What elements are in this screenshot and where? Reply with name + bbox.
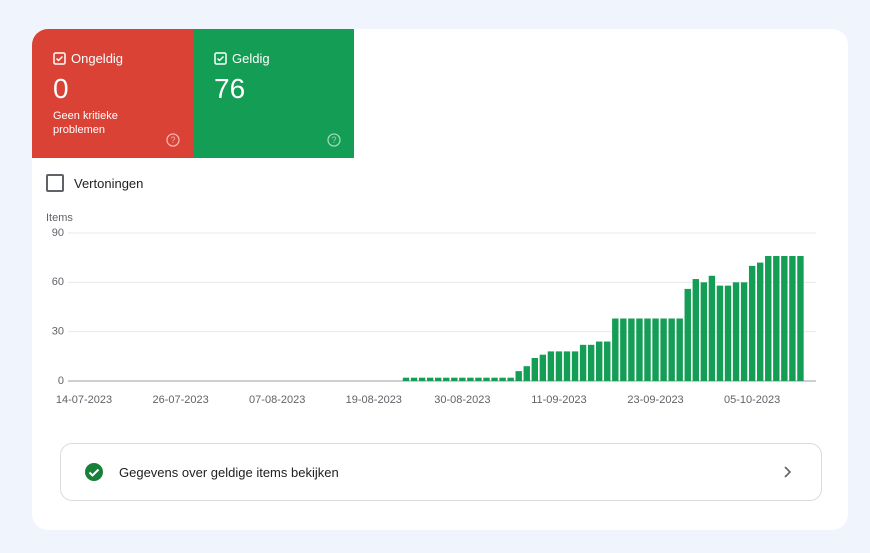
chevron [784, 466, 792, 478]
label: Ongeldig [71, 51, 124, 66]
y-tick-label: 0 [58, 375, 64, 387]
bar [547, 351, 555, 381]
count: 76 [214, 73, 246, 104]
bar [418, 377, 426, 381]
x-tick-label: 11-09-2023 [531, 394, 586, 406]
checkbox-label: Vertoningen [74, 175, 144, 191]
bar [563, 351, 571, 381]
details-button[interactable]: Gegevens over geldige items bekijken [60, 443, 822, 501]
bar [708, 275, 716, 381]
bar [757, 262, 764, 381]
help-icon[interactable]: ? [166, 133, 180, 147]
bar [587, 344, 595, 381]
bar [435, 377, 442, 381]
bar [571, 351, 579, 381]
x-tick-label: 14-07-2023 [56, 394, 112, 406]
button-label: Gegevens over geldige items bekijken [119, 464, 339, 480]
bar [459, 377, 466, 381]
check-circle [85, 463, 103, 481]
svg-text:?: ? [331, 135, 336, 145]
bar [443, 377, 450, 381]
bar [523, 366, 530, 381]
bar [692, 279, 699, 381]
x-tick-label: 07-08-2023 [249, 394, 305, 406]
bar [724, 285, 732, 381]
bar [451, 377, 458, 381]
checkbox[interactable]: Vertoningen [46, 174, 143, 192]
bar [579, 344, 587, 381]
bar [789, 256, 796, 381]
bar [773, 256, 780, 381]
y-tick-label: 60 [52, 276, 64, 288]
bar [410, 377, 418, 381]
bar [732, 282, 740, 381]
tile-invalid[interactable]: Ongeldig 0 Geen kritieke problemen ? [32, 29, 193, 158]
tile-label: Geldig [214, 51, 270, 66]
bar [483, 377, 490, 381]
bar [700, 282, 708, 381]
checkbox-box [46, 174, 64, 192]
bar [596, 341, 603, 381]
bar [539, 354, 547, 381]
check-icon [214, 52, 227, 65]
svg-text:?: ? [170, 135, 175, 145]
note: Geen kritieke problemen [53, 110, 118, 136]
y-tick-label: 90 [52, 227, 64, 239]
bar [644, 318, 651, 381]
x-tick-label: 19-08-2023 [346, 394, 402, 406]
bar [499, 377, 506, 381]
tile-valid[interactable]: Geldig 76 ? [193, 29, 354, 158]
bar [748, 265, 756, 381]
bar [531, 357, 538, 381]
tile-label: Ongeldig [53, 51, 123, 66]
bar [467, 377, 474, 381]
bar [684, 288, 691, 381]
bar [507, 377, 514, 381]
check-icon [53, 52, 66, 65]
bar [612, 318, 619, 381]
bar [676, 318, 683, 381]
label: Geldig [232, 51, 270, 66]
bar [515, 371, 522, 381]
bar [604, 341, 611, 381]
bar [402, 377, 410, 381]
bar [652, 318, 659, 381]
x-tick-label: 05-10-2023 [724, 394, 780, 406]
bar [555, 351, 563, 381]
y-axis-label: Items [46, 212, 73, 224]
bar [636, 318, 643, 381]
x-tick-label: 30-08-2023 [434, 394, 490, 406]
bar [628, 318, 635, 381]
bar [781, 256, 788, 381]
bar [668, 318, 675, 381]
bar [660, 318, 667, 381]
bar [716, 285, 724, 381]
bar [475, 377, 482, 381]
help-icon[interactable]: ? [327, 133, 341, 147]
bar [620, 318, 627, 381]
bar [740, 282, 748, 381]
bar [491, 377, 498, 381]
x-tick-label: 23-09-2023 [627, 394, 683, 406]
bar [765, 256, 772, 381]
y-tick-label: 30 [52, 326, 64, 338]
x-tick-label: 26-07-2023 [152, 394, 208, 406]
bar [426, 377, 434, 381]
bar [797, 256, 804, 381]
count: 0 [53, 73, 69, 104]
